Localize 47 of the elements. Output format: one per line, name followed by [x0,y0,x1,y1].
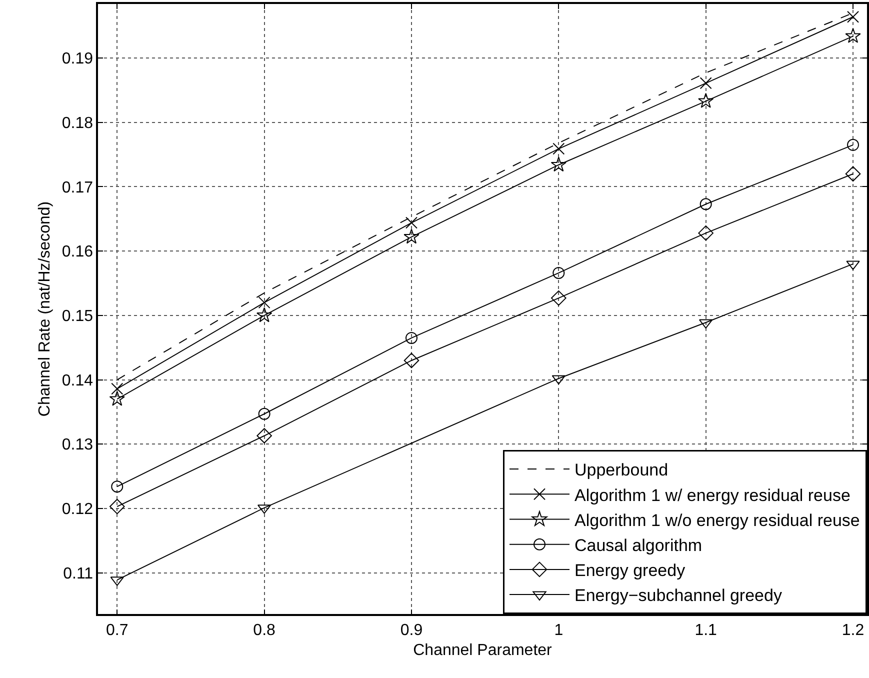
point [847,10,860,23]
point [698,92,714,108]
point [258,296,270,309]
point [552,266,565,279]
y-axis-title: Channel Rate (nat/Hz/second) [36,201,54,417]
y-tick-label: 0.13 [62,436,94,454]
legend-label: Algorithm 1 w/o energy residual reuse [574,510,860,530]
x-axis-title: Channel Parameter [413,642,553,660]
point [700,198,712,210]
y-tick-label: 0.17 [62,179,94,196]
y-tick-label: 0.19 [62,50,94,68]
point [847,138,860,151]
y-tick-label: 0.16 [62,244,94,261]
point [111,382,124,395]
point [109,498,125,514]
point [404,352,420,368]
point [405,216,418,229]
legend-label: Energy greedy [574,561,686,580]
legend-label: Upperbound [574,460,668,480]
point [550,156,566,172]
x-tick-label: 1.2 [842,622,864,639]
x-tick-label: 0.9 [400,622,423,639]
point [845,28,861,43]
x-tick-label: 0.7 [106,622,128,639]
y-tick-label: 0.15 [62,308,94,326]
point [700,77,712,90]
legend-label: Algorithm 1 w/ energy residual reuse [574,486,850,505]
point [698,225,714,241]
y-tick-label: 0.14 [62,372,94,390]
x-tick-label: 0.8 [253,622,276,639]
x-tick-label: 1 [554,622,564,639]
legend-label: Causal algorithm [574,536,702,555]
y-tick-label: 0.18 [62,115,94,132]
legend-label: Energy−subchannel greedy [574,586,782,606]
point [845,166,861,182]
point [109,390,125,406]
point [111,480,124,493]
point [404,228,420,244]
y-tick-label: 0.12 [62,501,94,518]
x-tick-label: 1.1 [694,622,718,639]
y-tick-label: 0.11 [63,565,94,582]
point [405,332,418,344]
point [258,408,270,420]
point [256,428,272,444]
point [552,142,565,155]
point [256,307,272,322]
point [551,290,566,306]
